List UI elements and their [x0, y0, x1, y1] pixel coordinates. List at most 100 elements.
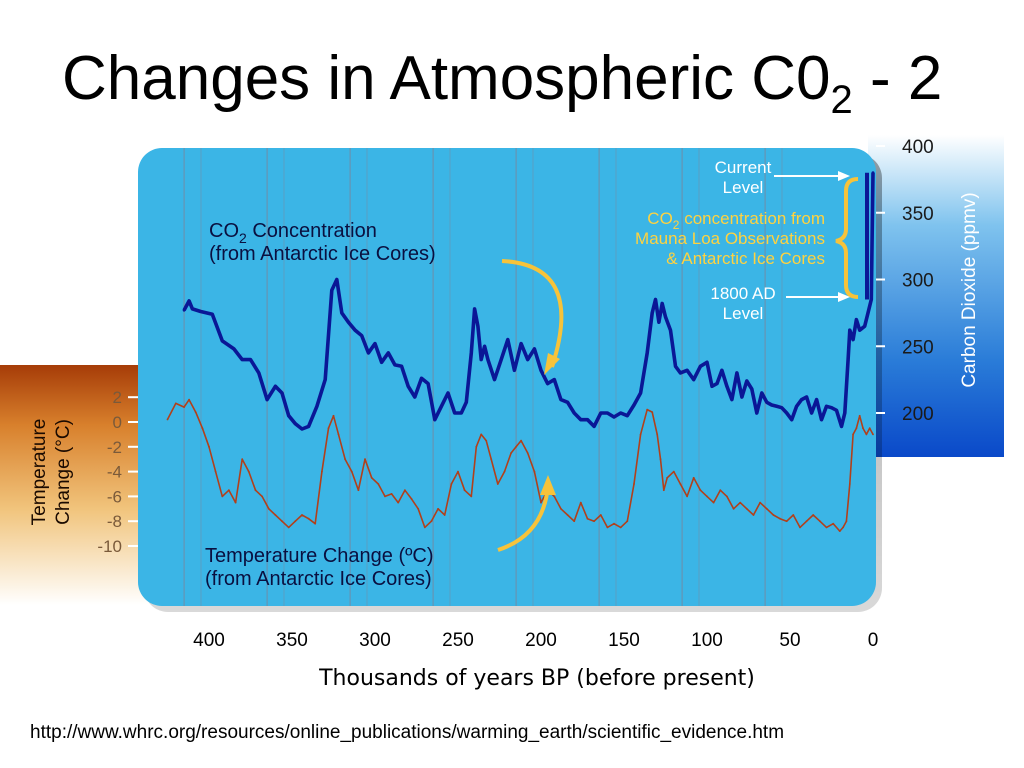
temperature-point [706, 495, 708, 498]
mauna-loa-bracket [835, 177, 859, 299]
co2-point [210, 312, 214, 316]
temperature-point [267, 507, 270, 510]
temperature-tick-label: -8 [107, 512, 122, 531]
co2-line [182, 172, 875, 431]
co2-point [820, 418, 823, 422]
co2-label-subscript: 2 [239, 230, 247, 246]
co2-label-pre: CO [209, 220, 239, 242]
temperature-line [166, 398, 874, 532]
x-tick-label: 400 [193, 630, 225, 651]
co2-point [280, 391, 284, 395]
co2-point [674, 364, 677, 368]
co2-point [572, 411, 576, 415]
temperature-point [503, 470, 506, 473]
co2-point [735, 371, 739, 375]
mauna-loa-label-post: concentration from [679, 209, 825, 228]
level-1800-label-line2: Level [723, 304, 764, 323]
co2-point [730, 398, 734, 401]
co2-point [400, 364, 403, 368]
temperature-point [332, 414, 335, 417]
co2-tick-label: 400 [902, 137, 934, 158]
gridlines [183, 148, 783, 606]
temperature-point [679, 483, 682, 485]
temperature-point [540, 501, 542, 504]
temperature-point [384, 495, 386, 498]
temperature-axis-label-line2: Change (°C) [53, 419, 74, 525]
co2-point [790, 418, 794, 422]
x-tick-label: 150 [608, 630, 640, 651]
co2-point [785, 411, 789, 415]
co2-point [513, 368, 516, 372]
co2-point [274, 384, 277, 388]
temperature-point [726, 495, 728, 498]
co2-point [191, 307, 194, 311]
temperature-point [633, 483, 635, 485]
x-axis-label: Thousands of years BP (before present) [318, 666, 755, 691]
temperature-point [825, 526, 828, 529]
co2-point [519, 342, 523, 345]
co2-point [869, 298, 873, 301]
co2-point [187, 299, 191, 303]
temperature-point [364, 458, 366, 461]
co2-axis-ticks: 200 250 300 350 400 [876, 137, 934, 425]
temperature-point [599, 514, 602, 516]
temperature-tick-label: -4 [107, 463, 122, 482]
temperature-point [772, 514, 775, 516]
temperature-point [410, 498, 413, 500]
temperature-point [520, 439, 522, 442]
x-axis-ticks: 400 350 300 250 200 150 100 50 0 [193, 630, 878, 651]
co2-point [586, 418, 589, 422]
co2-point [760, 391, 764, 395]
co2-point [293, 422, 297, 426]
temperature-point [357, 489, 360, 492]
co2-point [815, 398, 818, 401]
temperature-point [307, 517, 310, 520]
co2-point [265, 398, 269, 401]
temperature-point [377, 483, 380, 485]
temperature-point [287, 526, 290, 529]
slide-title-subscript: 2 [830, 78, 853, 122]
co2-point [330, 288, 334, 292]
temperature-point [281, 520, 283, 523]
co2-point [526, 358, 530, 361]
temperature-point [868, 427, 871, 430]
co2-point [459, 411, 463, 415]
co2-point [745, 379, 749, 383]
temperature-point [593, 520, 595, 523]
temperature-point [221, 495, 224, 498]
temperature-point [254, 489, 257, 492]
temperature-point [443, 514, 446, 516]
temperature-point [350, 470, 353, 473]
temperature-point [294, 520, 297, 523]
co2-point [335, 278, 339, 281]
temperature-point [510, 452, 512, 454]
level-1800-arrowhead [838, 292, 850, 302]
temperature-point [812, 514, 815, 516]
co2-point [479, 358, 483, 361]
temperature-point [732, 507, 735, 510]
temperature-point [613, 522, 615, 525]
co2-point [420, 376, 423, 380]
co2-point [323, 378, 327, 381]
temperature-point [490, 458, 493, 461]
temperature-axis-band [0, 365, 150, 605]
current-level-arrowhead [838, 171, 850, 181]
temperature-point [845, 520, 848, 523]
temperature-point [639, 433, 642, 436]
temperature-point [183, 406, 186, 408]
temperature-point [573, 520, 576, 523]
co2-tick-label: 250 [902, 337, 934, 358]
co2-point [863, 324, 867, 328]
co2-point [657, 320, 661, 324]
x-tick-label: 350 [276, 630, 308, 651]
temperature-point [301, 514, 303, 516]
co2-point [765, 400, 769, 404]
temperature-point [586, 517, 589, 520]
co2-point [843, 411, 847, 415]
co2-point [840, 425, 843, 428]
co2-point [307, 425, 310, 428]
temperature-point [785, 520, 788, 523]
temperature-point [241, 458, 244, 461]
current-level-label-line2: Level [723, 178, 764, 197]
co2-point [825, 404, 828, 408]
